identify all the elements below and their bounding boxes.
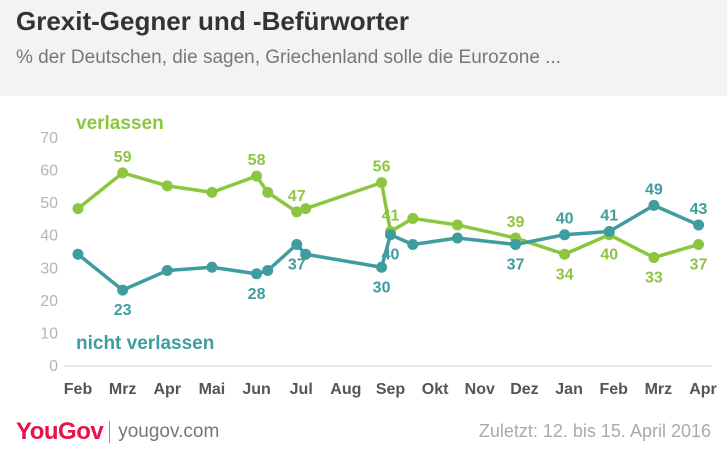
data-point bbox=[693, 219, 705, 231]
data-point bbox=[451, 219, 463, 231]
series-label-verlassen: verlassen bbox=[76, 113, 164, 134]
data-label: 34 bbox=[556, 266, 574, 283]
data-point bbox=[251, 268, 263, 280]
data-point bbox=[300, 248, 312, 260]
y-tick-label: 40 bbox=[40, 228, 58, 245]
series-label-nicht-verlassen: nicht verlassen bbox=[76, 333, 214, 354]
y-tick-label: 0 bbox=[49, 358, 58, 375]
x-tick-label: Nov bbox=[465, 381, 495, 398]
site-link[interactable]: yougov.com bbox=[118, 421, 220, 442]
data-label: 37 bbox=[288, 256, 306, 273]
line-chart: 0 10 20 30 40 50 60 70 Feb Mrz Apr Mai Jun Jul Aug Sep… bbox=[40, 113, 717, 398]
data-point bbox=[376, 261, 388, 273]
x-tick-label: Apr bbox=[689, 381, 717, 398]
data-point bbox=[648, 252, 660, 264]
data-point bbox=[407, 238, 419, 250]
data-label: 37 bbox=[690, 256, 708, 273]
x-tick-label: Feb bbox=[64, 381, 93, 398]
yougov-logo[interactable]: YouGov bbox=[16, 418, 104, 445]
footer-brand: YouGov yougov.com bbox=[16, 417, 219, 447]
data-label: 28 bbox=[248, 286, 266, 303]
data-label: 43 bbox=[690, 201, 708, 218]
x-tick-label: Mrz bbox=[109, 381, 137, 398]
x-tick-label: Mrz bbox=[645, 381, 673, 398]
x-tick-label: Jan bbox=[555, 381, 583, 398]
data-point bbox=[251, 170, 263, 182]
data-label: 56 bbox=[373, 159, 391, 176]
data-point bbox=[376, 177, 388, 189]
data-label: 40 bbox=[556, 211, 574, 228]
data-label: 41 bbox=[382, 207, 400, 224]
y-tick-label: 70 bbox=[40, 130, 58, 147]
data-label-layer: 59 58 47 56 41 39 34 40 33 37 23 28 37 30 40 37 40 41 49 43… bbox=[76, 113, 708, 354]
y-tick-label: 10 bbox=[40, 325, 58, 342]
data-point bbox=[291, 238, 303, 250]
data-label: 23 bbox=[114, 302, 132, 319]
data-point bbox=[603, 225, 615, 237]
data-label: 47 bbox=[288, 188, 306, 205]
data-point bbox=[407, 212, 419, 224]
data-point bbox=[559, 248, 571, 260]
data-label: 58 bbox=[248, 152, 266, 169]
data-point bbox=[385, 229, 396, 241]
x-tick-label: Mai bbox=[199, 381, 226, 398]
y-tick-label: 50 bbox=[40, 195, 58, 212]
x-tick-label: Dez bbox=[510, 381, 538, 398]
x-tick-label: Sep bbox=[376, 381, 406, 398]
x-tick-label: Okt bbox=[422, 381, 449, 398]
data-point bbox=[206, 261, 218, 273]
data-point bbox=[300, 203, 312, 215]
data-point bbox=[559, 229, 571, 241]
y-tick-label: 20 bbox=[40, 293, 58, 310]
data-label: 37 bbox=[507, 256, 525, 273]
data-point bbox=[451, 232, 463, 244]
series-layer bbox=[72, 167, 705, 296]
data-label: 30 bbox=[373, 279, 391, 296]
y-tick-label: 30 bbox=[40, 260, 58, 277]
data-point bbox=[648, 199, 660, 211]
data-label: 49 bbox=[645, 181, 663, 198]
data-point bbox=[262, 265, 274, 277]
x-axis: Feb Mrz Apr Mai Jun Jul Aug Sep Okt Nov Dez Jan Feb M… bbox=[64, 365, 717, 398]
data-point bbox=[72, 203, 84, 215]
data-label: 39 bbox=[507, 214, 525, 231]
y-tick-label: 60 bbox=[40, 163, 58, 180]
data-point bbox=[72, 248, 84, 260]
data-label: 40 bbox=[382, 247, 400, 264]
data-point bbox=[291, 206, 303, 218]
data-point bbox=[161, 180, 173, 192]
last-updated-note: Zuletzt: 12. bis 15. April 2016 bbox=[478, 421, 711, 441]
header: Grexit-Gegner und -Befürworter % der Deu… bbox=[0, 0, 727, 96]
data-point bbox=[161, 265, 173, 277]
page-subtitle: % der Deutschen, die sagen, Griechenland… bbox=[16, 47, 561, 68]
divider bbox=[109, 421, 111, 443]
x-tick-label: Feb bbox=[599, 381, 628, 398]
x-tick-label: Jul bbox=[290, 381, 313, 398]
data-label: 33 bbox=[645, 270, 663, 287]
data-point bbox=[117, 284, 129, 296]
data-label: 59 bbox=[114, 149, 132, 166]
data-point bbox=[262, 186, 274, 198]
x-tick-label: Jun bbox=[242, 381, 270, 398]
data-point bbox=[693, 238, 705, 250]
x-tick-label: Apr bbox=[154, 381, 182, 398]
page-title: Grexit-Gegner und -Befürworter bbox=[16, 6, 409, 36]
x-tick-label: Aug bbox=[330, 381, 361, 398]
y-axis: 0 10 20 30 40 50 60 70 bbox=[40, 130, 58, 375]
data-label: 41 bbox=[600, 207, 618, 224]
data-point bbox=[206, 186, 218, 198]
data-point bbox=[117, 167, 129, 179]
data-label: 40 bbox=[600, 247, 618, 264]
data-point bbox=[510, 238, 521, 250]
